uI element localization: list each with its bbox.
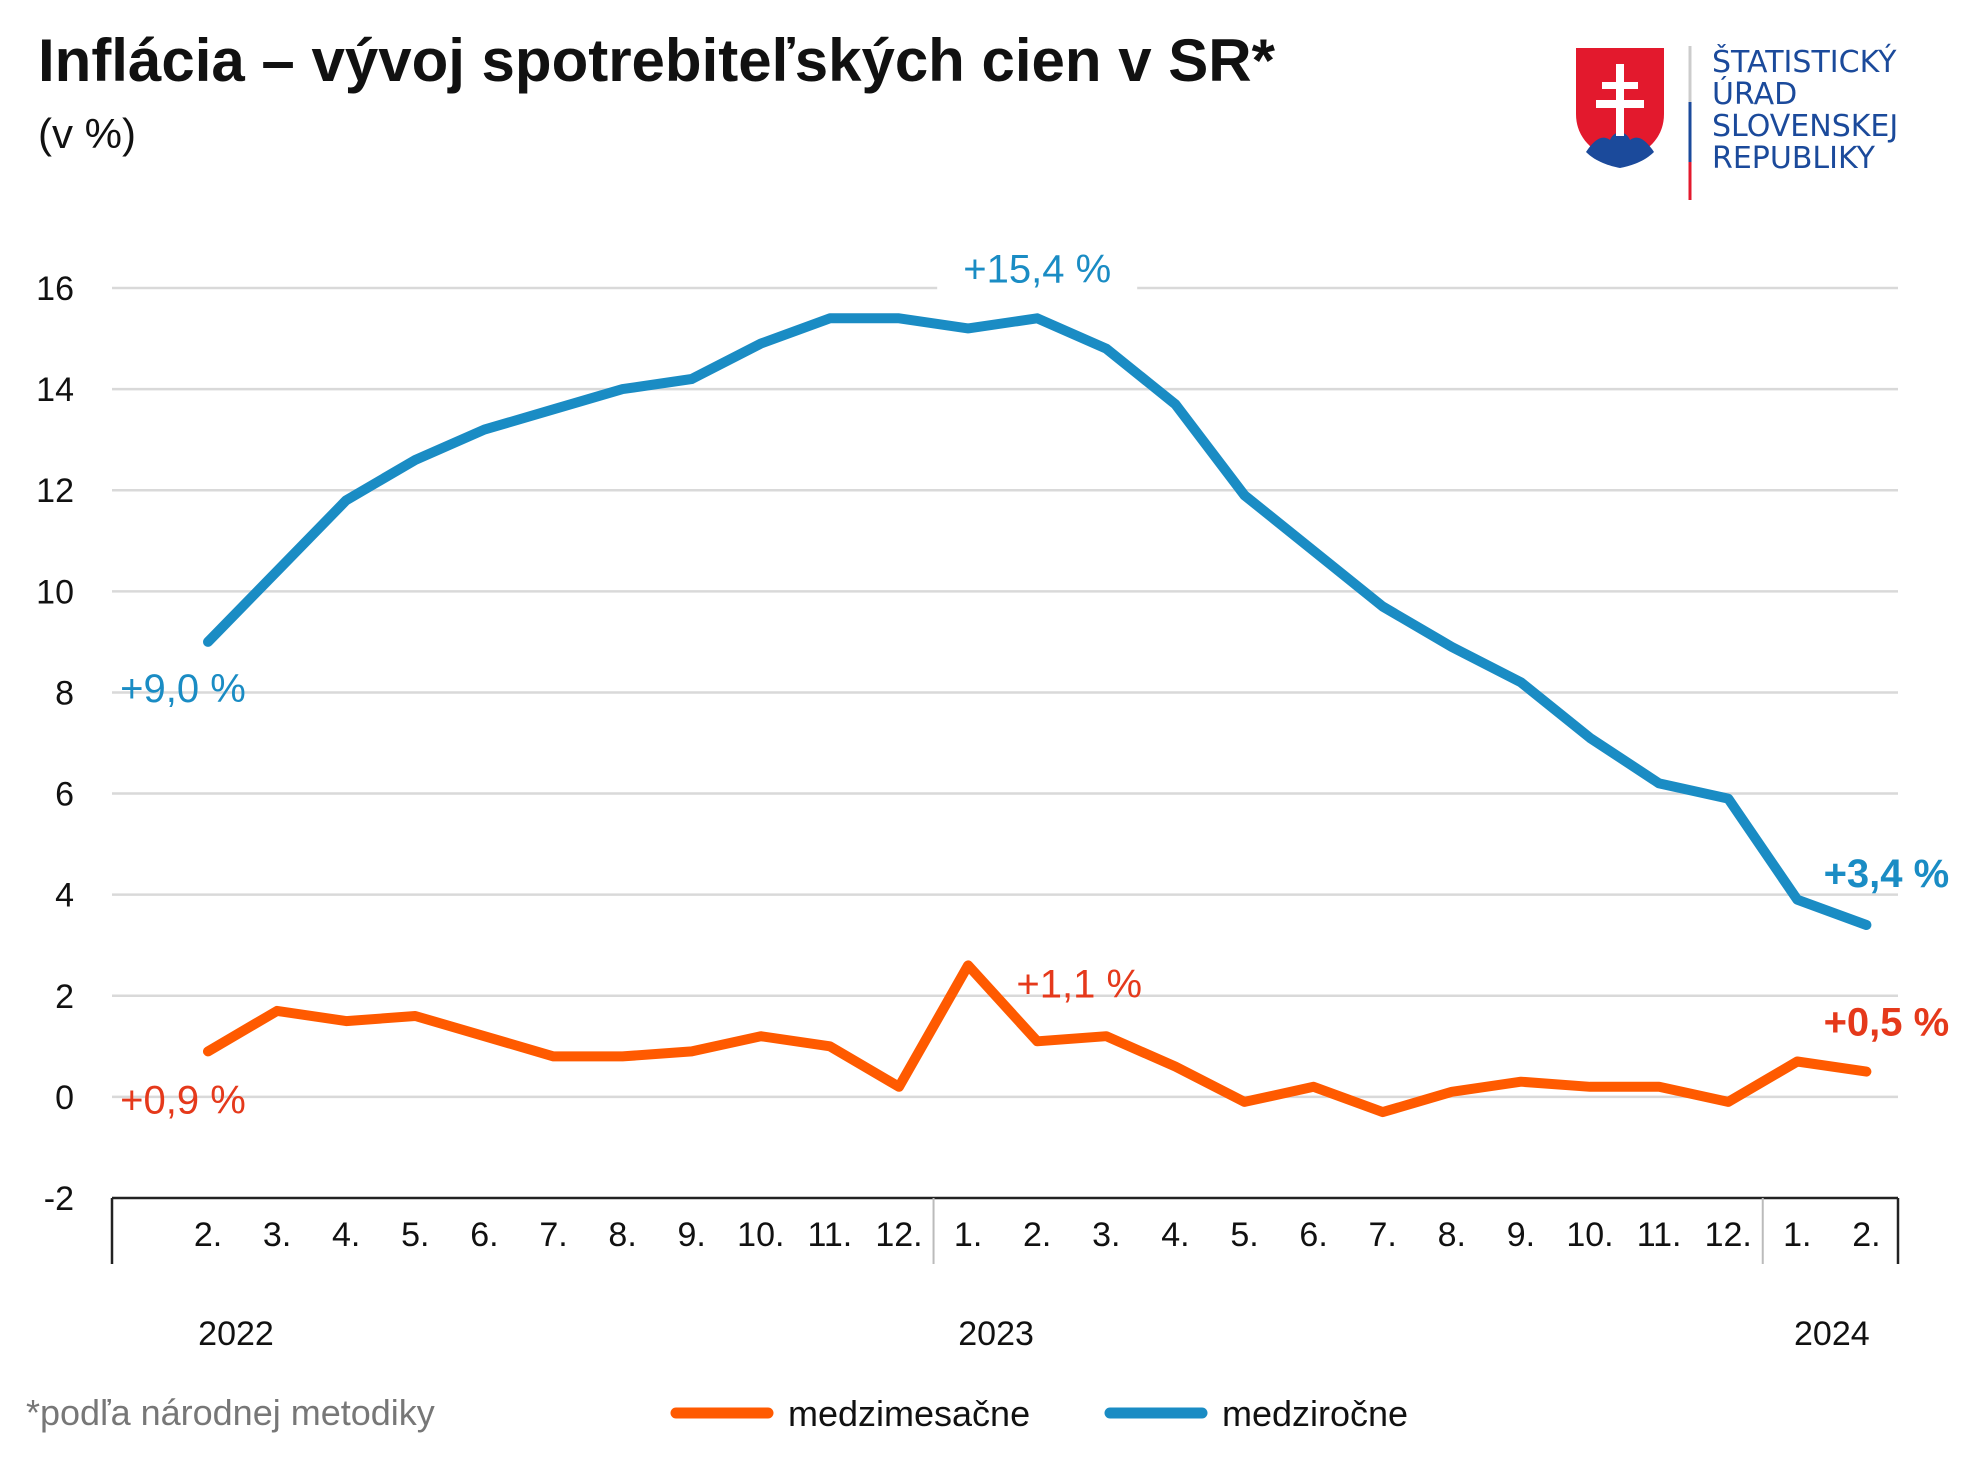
annotation-mom-0: +0,9 % bbox=[120, 1078, 246, 1122]
legend-label-yoy: medziročne bbox=[1222, 1393, 1408, 1434]
x-tick-label: 5. bbox=[1230, 1216, 1258, 1254]
x-tick-label: 2. bbox=[1023, 1216, 1051, 1254]
x-tick-label: 7. bbox=[539, 1216, 567, 1254]
y-tick-label: 16 bbox=[36, 270, 74, 308]
x-tick-label: 11. bbox=[808, 1216, 853, 1254]
annotation-yoy-12: +15,4 % bbox=[963, 247, 1111, 291]
x-tick-label: 4. bbox=[1161, 1216, 1189, 1254]
y-tick-label: 4 bbox=[55, 877, 74, 915]
x-axis bbox=[110, 1196, 1900, 1264]
series-line-yoy bbox=[203, 313, 1872, 930]
y-tick-label: 12 bbox=[36, 472, 74, 510]
annotation-yoy-24: +3,4 % bbox=[1824, 852, 1950, 896]
x-tick-label: 9. bbox=[678, 1216, 706, 1254]
x-tick-label: 5. bbox=[401, 1216, 429, 1254]
x-tick-label: 1. bbox=[954, 1216, 982, 1254]
legend-label-mom: medzimesačne bbox=[788, 1393, 1030, 1434]
y-axis-ticks: -2 0 2 4 6 8 10 12 14 16 bbox=[36, 270, 74, 1218]
statistical-office-logo: ŠTATISTICKÝ ÚRAD SLOVENSKEJ REPUBLIKY bbox=[1576, 43, 1898, 200]
x-tick-label: 10. bbox=[1566, 1216, 1613, 1254]
grid-lines bbox=[112, 286, 1898, 1099]
logo-line-3: SLOVENSKEJ bbox=[1712, 109, 1898, 144]
year-label: 2024 bbox=[1794, 1315, 1870, 1353]
y-tick-label: 14 bbox=[36, 371, 74, 409]
annotation-mom-12: +1,1 % bbox=[1016, 962, 1142, 1006]
legend: medzimesačne medziročne bbox=[670, 1393, 1408, 1434]
y-tick-label: -2 bbox=[44, 1180, 74, 1218]
x-tick-label: 1. bbox=[1783, 1216, 1811, 1254]
logo-line-2: ÚRAD bbox=[1712, 75, 1797, 112]
x-tick-label: 6. bbox=[1299, 1216, 1327, 1254]
slovak-coat-of-arms-icon bbox=[1576, 48, 1664, 168]
x-tick-label: 3. bbox=[1092, 1216, 1120, 1254]
x-tick-label: 12. bbox=[875, 1216, 922, 1254]
series-lines bbox=[203, 313, 1872, 1118]
year-label: 2023 bbox=[958, 1315, 1034, 1353]
logo-line-1: ŠTATISTICKÝ bbox=[1712, 43, 1897, 80]
x-tick-label: 10. bbox=[737, 1216, 784, 1254]
x-tick-label: 12. bbox=[1705, 1216, 1752, 1254]
x-tick-label: 2. bbox=[1852, 1216, 1880, 1254]
annotation-backdrop bbox=[937, 242, 1138, 297]
data-annotations: +9,0 % +15,4 % +3,4 % +0,9 % +1,1 % +0,5 % bbox=[120, 242, 1949, 1122]
y-tick-label: 0 bbox=[55, 1079, 74, 1117]
x-tick-label: 11. bbox=[1637, 1216, 1682, 1254]
footnote: *podľa národnej metodiky bbox=[26, 1392, 435, 1433]
y-tick-label: 2 bbox=[55, 978, 74, 1016]
x-tick-label: 6. bbox=[470, 1216, 498, 1254]
x-tick-label: 2. bbox=[194, 1216, 222, 1254]
chart-subtitle: (v %) bbox=[38, 110, 136, 157]
x-tick-label: 7. bbox=[1369, 1216, 1397, 1254]
chart-title: Inflácia – vývoj spotrebiteľských cien v… bbox=[38, 27, 1275, 94]
year-label: 2022 bbox=[198, 1315, 274, 1353]
y-tick-label: 6 bbox=[55, 776, 74, 814]
x-tick-label: 3. bbox=[263, 1216, 291, 1254]
x-tick-label: 4. bbox=[332, 1216, 360, 1254]
y-tick-label: 8 bbox=[55, 674, 74, 712]
y-tick-label: 10 bbox=[36, 573, 74, 611]
x-tick-label: 9. bbox=[1507, 1216, 1535, 1254]
annotation-mom-24: +0,5 % bbox=[1824, 1001, 1950, 1045]
series-line-mom bbox=[203, 960, 1872, 1118]
x-tick-label: 8. bbox=[1438, 1216, 1466, 1254]
x-axis-ticks: 2. 3. 4. 5. 6. 7. 8. 9. 10. 11. 12. 1. 2. 3. 4. 5. 6. 7. 8… bbox=[194, 1216, 1881, 1353]
logo-line-4: REPUBLIKY bbox=[1712, 141, 1876, 176]
annotation-yoy-0: +9,0 % bbox=[120, 667, 246, 711]
x-tick-label: 8. bbox=[608, 1216, 636, 1254]
